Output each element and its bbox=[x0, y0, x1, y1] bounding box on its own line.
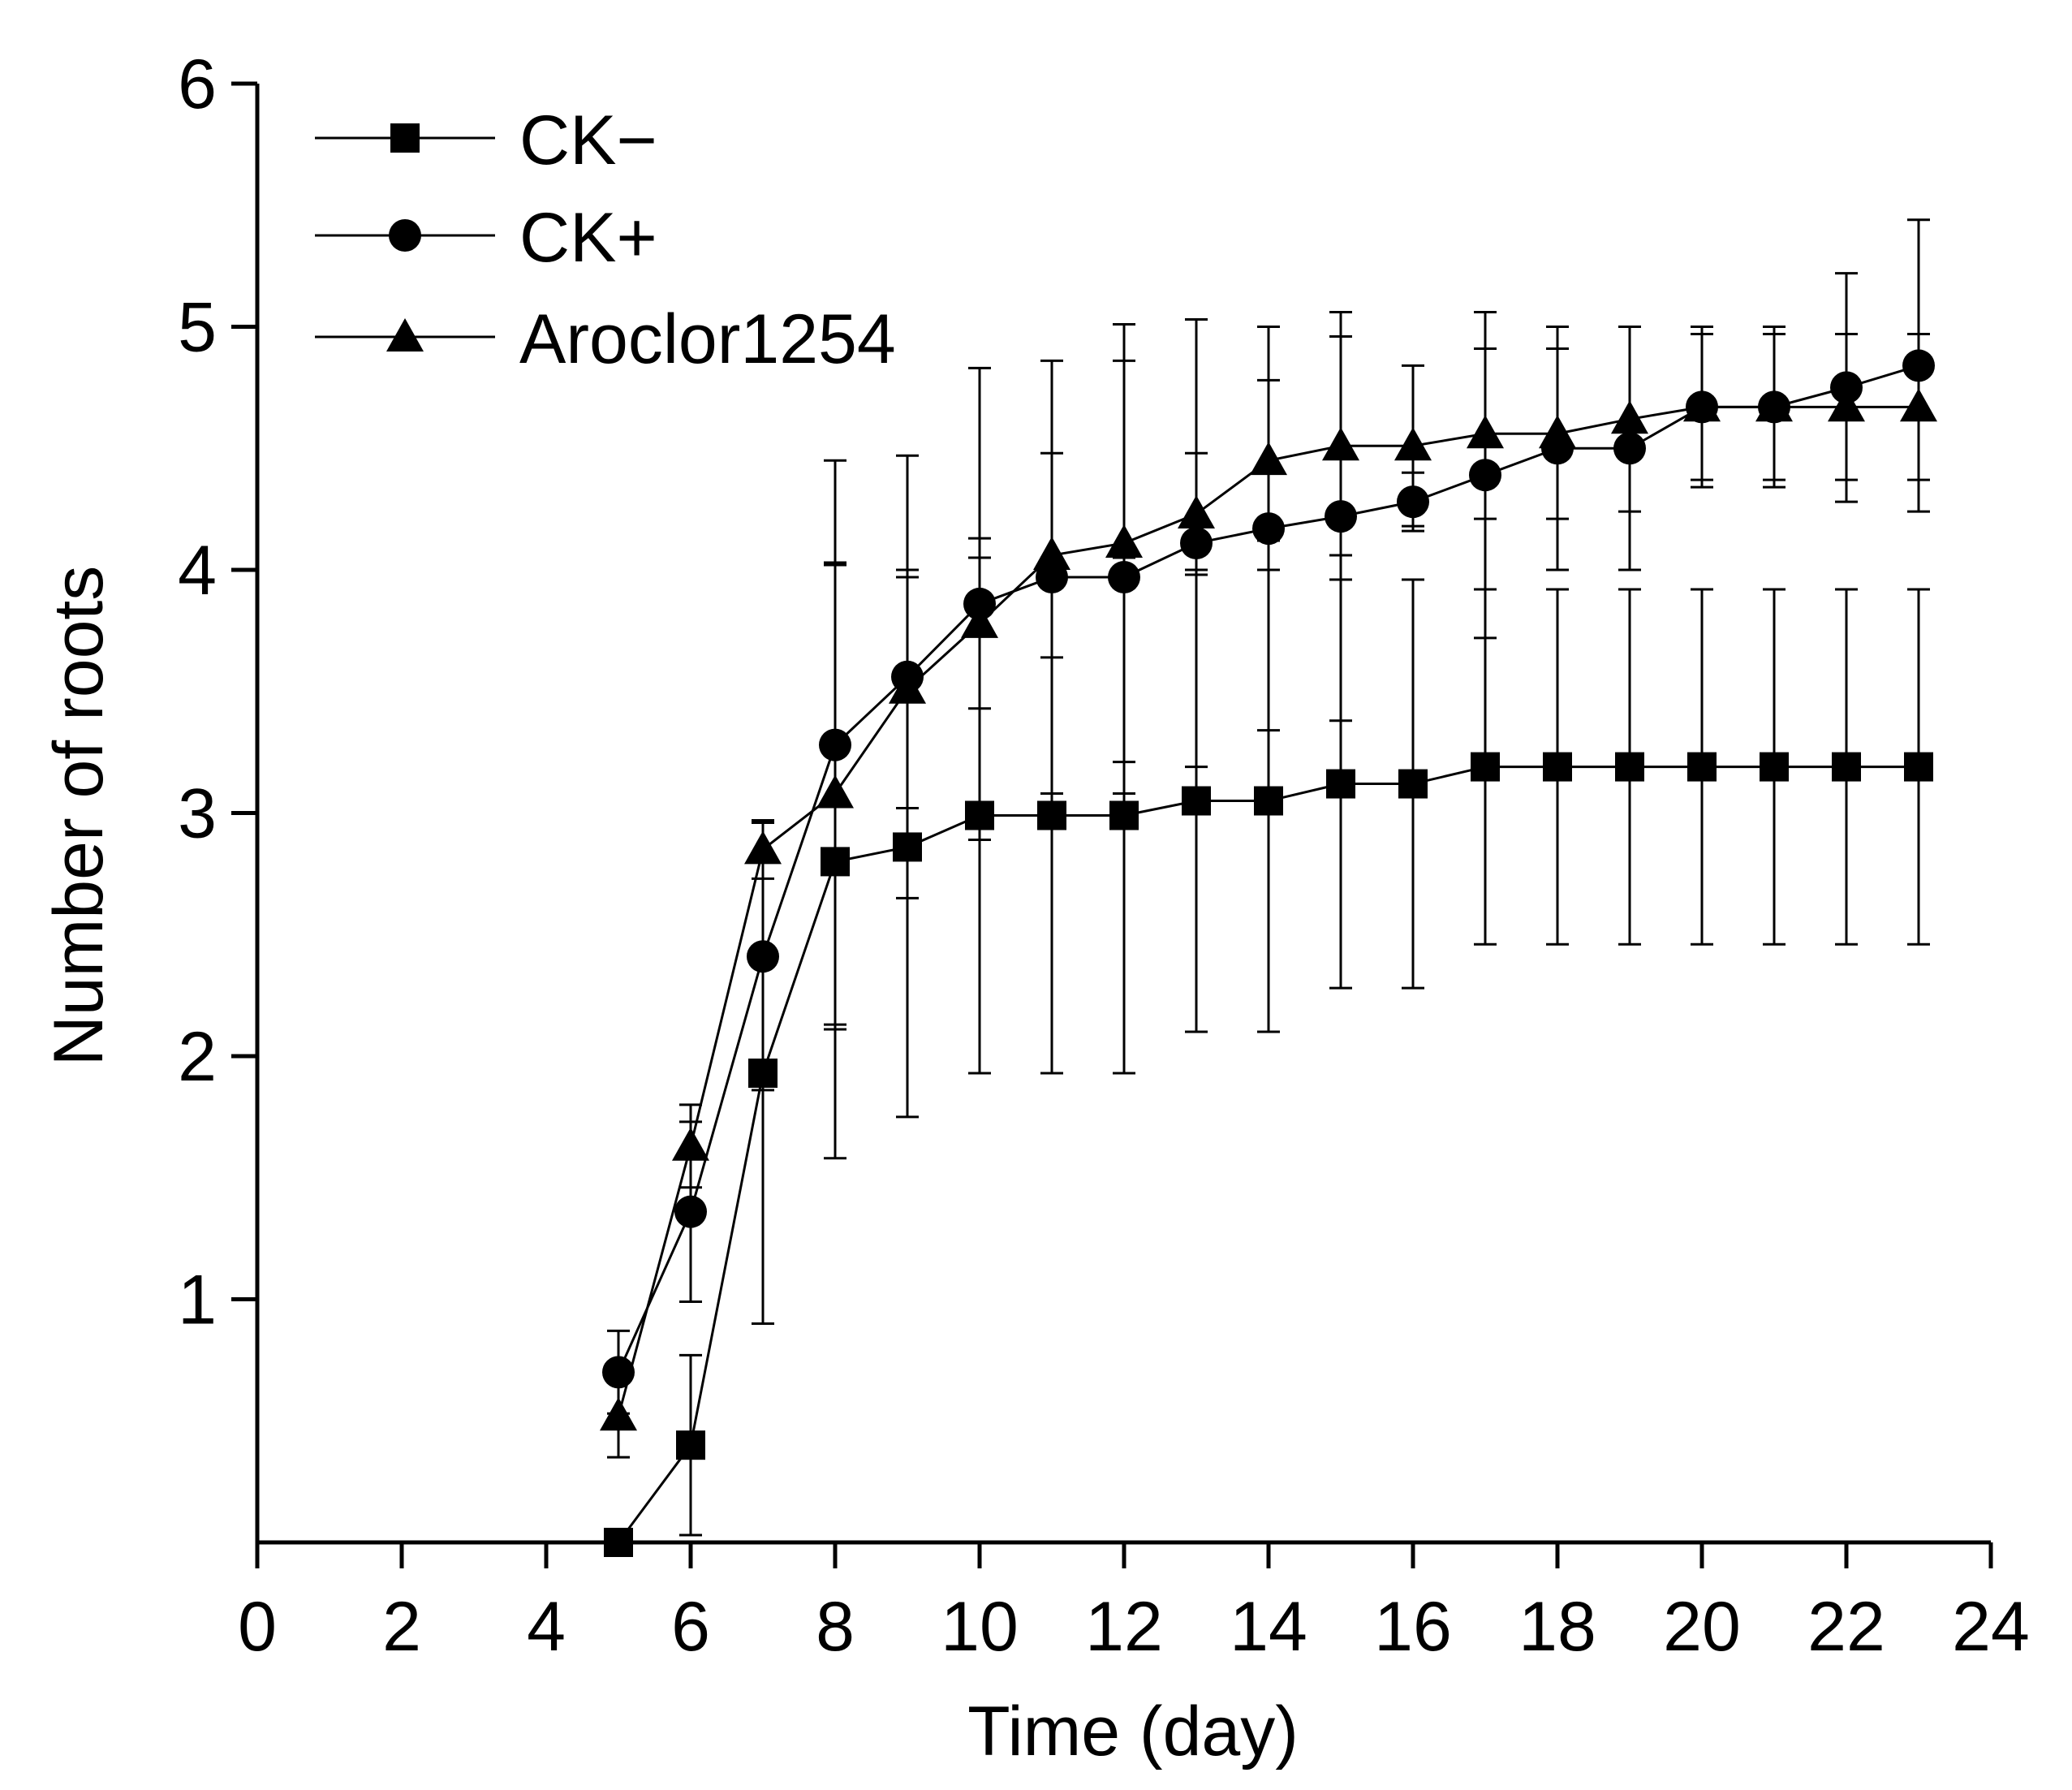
data-point-triangle bbox=[600, 1397, 637, 1431]
legend: CK− CK+ Aroclor1254 bbox=[315, 101, 896, 378]
data-point-triangle bbox=[1105, 524, 1143, 558]
legend-label: CK+ bbox=[519, 199, 657, 277]
data-point-triangle bbox=[1900, 388, 1937, 422]
data-point-square bbox=[1182, 786, 1211, 816]
x-tick-label: 20 bbox=[1663, 1588, 1741, 1666]
y-tick-label: 1 bbox=[178, 1262, 217, 1339]
data-point-square bbox=[1037, 800, 1066, 830]
y-axis-title: Number of roots bbox=[40, 566, 118, 1067]
data-point-circle bbox=[1252, 512, 1285, 546]
data-point-circle bbox=[1108, 560, 1140, 593]
data-point-square bbox=[604, 1528, 633, 1557]
data-point-triangle bbox=[1828, 388, 1865, 422]
data-point-square bbox=[1398, 769, 1428, 799]
y-tick-label: 2 bbox=[178, 1018, 217, 1096]
data-point-circle bbox=[1180, 527, 1213, 560]
data-point-circle bbox=[1325, 500, 1357, 533]
error-bars bbox=[607, 218, 1930, 1537]
data-point-circle bbox=[1397, 485, 1429, 519]
data-point-triangle bbox=[1467, 415, 1504, 449]
data-point-triangle bbox=[744, 830, 782, 865]
data-point-triangle bbox=[1178, 495, 1215, 529]
data-point-circle bbox=[819, 728, 851, 761]
x-tick-label: 22 bbox=[1807, 1588, 1885, 1666]
x-tick-label: 12 bbox=[1085, 1588, 1163, 1666]
legend-marker-circle bbox=[389, 219, 421, 252]
data-point-square bbox=[676, 1430, 705, 1460]
data-point-triangle bbox=[816, 774, 854, 809]
data-point-circle bbox=[674, 1195, 707, 1228]
x-axis-title: Time (day) bbox=[967, 1693, 1299, 1771]
data-point-square bbox=[1254, 786, 1283, 816]
x-tick-label: 14 bbox=[1230, 1588, 1307, 1666]
data-point-triangle bbox=[672, 1127, 709, 1161]
data-point-triangle bbox=[961, 604, 998, 638]
legend-label: CK− bbox=[519, 101, 657, 179]
data-point-circle bbox=[1830, 371, 1863, 404]
y-tick-label: 3 bbox=[178, 775, 217, 853]
data-point-triangle bbox=[1322, 427, 1359, 461]
data-point-circle bbox=[1902, 349, 1935, 382]
data-point-square bbox=[1904, 752, 1933, 782]
x-tick-label: 24 bbox=[1952, 1588, 2030, 1666]
x-tick-label: 4 bbox=[527, 1588, 566, 1666]
x-tick-label: 10 bbox=[941, 1588, 1019, 1666]
data-point-circle bbox=[747, 940, 779, 973]
data-point-square bbox=[965, 800, 994, 830]
data-point-triangle bbox=[889, 670, 926, 704]
data-point-square bbox=[1760, 752, 1789, 782]
legend-label: Aroclor1254 bbox=[519, 300, 896, 378]
data-point-square bbox=[1615, 752, 1644, 782]
data-point-triangle bbox=[1033, 537, 1070, 570]
y-tick-label: 6 bbox=[178, 45, 217, 123]
x-tick-label: 18 bbox=[1518, 1588, 1596, 1666]
data-point-square bbox=[1471, 752, 1500, 782]
data-point-triangle bbox=[1394, 427, 1432, 461]
legend-marker-triangle bbox=[386, 318, 424, 352]
data-point-square bbox=[1832, 752, 1861, 782]
data-point-square bbox=[748, 1058, 778, 1088]
legend-marker-square bbox=[390, 123, 420, 153]
data-point-circle bbox=[1469, 459, 1501, 492]
x-tick-label: 6 bbox=[671, 1588, 710, 1666]
data-point-square bbox=[893, 832, 922, 862]
data-point-triangle bbox=[1755, 388, 1793, 422]
x-tick-label: 8 bbox=[816, 1588, 855, 1666]
series-markers bbox=[600, 349, 1937, 1557]
data-point-triangle bbox=[1683, 388, 1721, 422]
x-tick-label: 16 bbox=[1374, 1588, 1452, 1666]
data-point-square bbox=[821, 847, 850, 877]
data-point-triangle bbox=[1250, 442, 1287, 476]
data-point-triangle bbox=[1539, 415, 1576, 449]
data-point-circle bbox=[602, 1356, 635, 1389]
x-tick-label: 0 bbox=[238, 1588, 277, 1666]
data-point-square bbox=[1687, 752, 1717, 782]
data-point-square bbox=[1543, 752, 1572, 782]
data-point-triangle bbox=[1611, 400, 1648, 434]
data-point-square bbox=[1109, 800, 1139, 830]
data-point-circle bbox=[963, 587, 996, 620]
y-tick-label: 4 bbox=[178, 532, 217, 610]
x-tick-label: 2 bbox=[382, 1588, 421, 1666]
data-point-circle bbox=[1613, 432, 1646, 465]
y-tick-label: 5 bbox=[178, 289, 217, 367]
data-point-square bbox=[1326, 769, 1355, 799]
